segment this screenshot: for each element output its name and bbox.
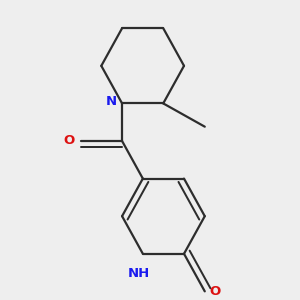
Text: O: O (209, 285, 220, 298)
Text: NH: NH (128, 267, 150, 280)
Text: N: N (106, 95, 117, 108)
Text: O: O (64, 134, 75, 148)
